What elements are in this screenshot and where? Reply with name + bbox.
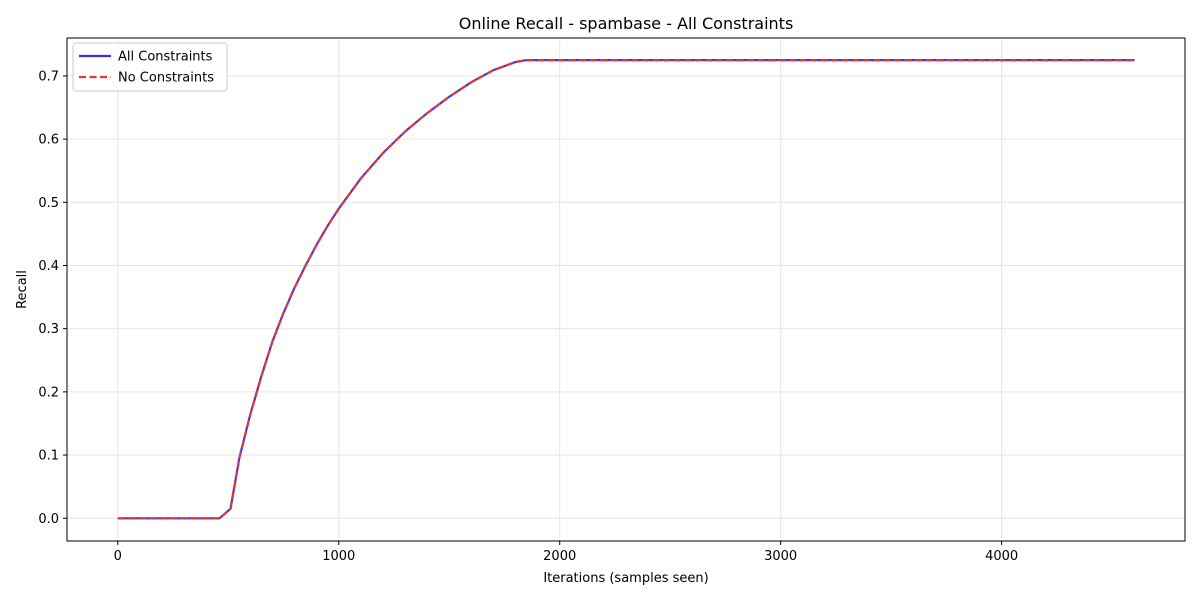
legend-label-no-constraints: No Constraints xyxy=(118,71,214,86)
x-axis: 0 1000 2000 3000 4000 xyxy=(114,541,1018,564)
x-tick-label: 4000 xyxy=(985,549,1018,564)
x-tick-label: 0 xyxy=(114,549,122,564)
y-tick-label: 0.4 xyxy=(38,259,59,274)
y-tick-label: 0.6 xyxy=(38,133,59,148)
legend: All Constraints No Constraints xyxy=(72,42,228,92)
y-axis: 0.0 0.1 0.2 0.3 0.4 0.5 0.6 0.7 xyxy=(38,69,67,527)
y-tick-label: 0.1 xyxy=(38,449,59,464)
legend-label-all-constraints: All Constraints xyxy=(118,50,213,65)
plot-frame xyxy=(66,37,1186,542)
grid-lines xyxy=(67,38,1185,541)
y-tick-label: 0.3 xyxy=(38,322,59,337)
y-tick-label: 0.0 xyxy=(38,512,59,527)
y-axis-title: Recall xyxy=(15,270,30,309)
chart-title: Online Recall - spambase - All Constrain… xyxy=(459,14,794,33)
legend-box xyxy=(72,42,228,92)
x-tick-label: 1000 xyxy=(322,549,355,564)
y-tick-label: 0.5 xyxy=(38,196,59,211)
x-tick-label: 3000 xyxy=(764,549,797,564)
x-tick-label: 2000 xyxy=(543,549,576,564)
y-tick-label: 0.2 xyxy=(38,385,59,400)
series-line-no-constraints xyxy=(117,58,1135,520)
series-layer xyxy=(117,58,1135,520)
y-tick-label: 0.7 xyxy=(38,69,59,84)
x-axis-title: Iterations (samples seen) xyxy=(543,571,708,586)
